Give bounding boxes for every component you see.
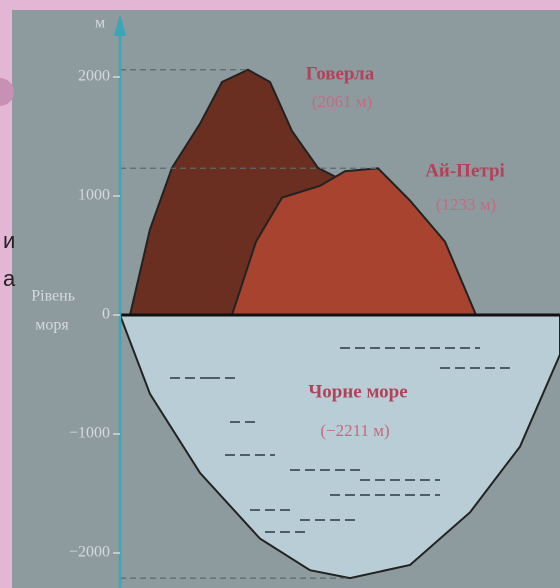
- feature-shape: [118, 314, 560, 580]
- y-tick-label: 1000: [78, 187, 110, 204]
- y-tick-label: 2000: [78, 68, 110, 85]
- sea-level-label: Рівень: [31, 288, 75, 305]
- feature-name: Говерла: [306, 63, 375, 84]
- y-axis-arrow: [114, 14, 126, 36]
- background-text: а: [3, 266, 16, 291]
- y-tick-label: −2000: [69, 544, 110, 561]
- feature-shape: [230, 167, 478, 316]
- background-text: и: [3, 228, 15, 253]
- y-tick-label: 0: [102, 306, 110, 323]
- value-label: (−2211 м): [320, 421, 389, 440]
- decor-circle: [0, 78, 14, 106]
- y-axis-label: м: [95, 15, 105, 32]
- y-tick-label: −1000: [69, 425, 110, 442]
- value-label: (1233 м): [436, 195, 496, 214]
- feature-name: Ай-Петрі: [425, 160, 505, 181]
- value-label: (2061 м): [312, 92, 372, 111]
- sea-level-label: моря: [35, 317, 69, 334]
- feature-name: Чорне море: [308, 381, 407, 402]
